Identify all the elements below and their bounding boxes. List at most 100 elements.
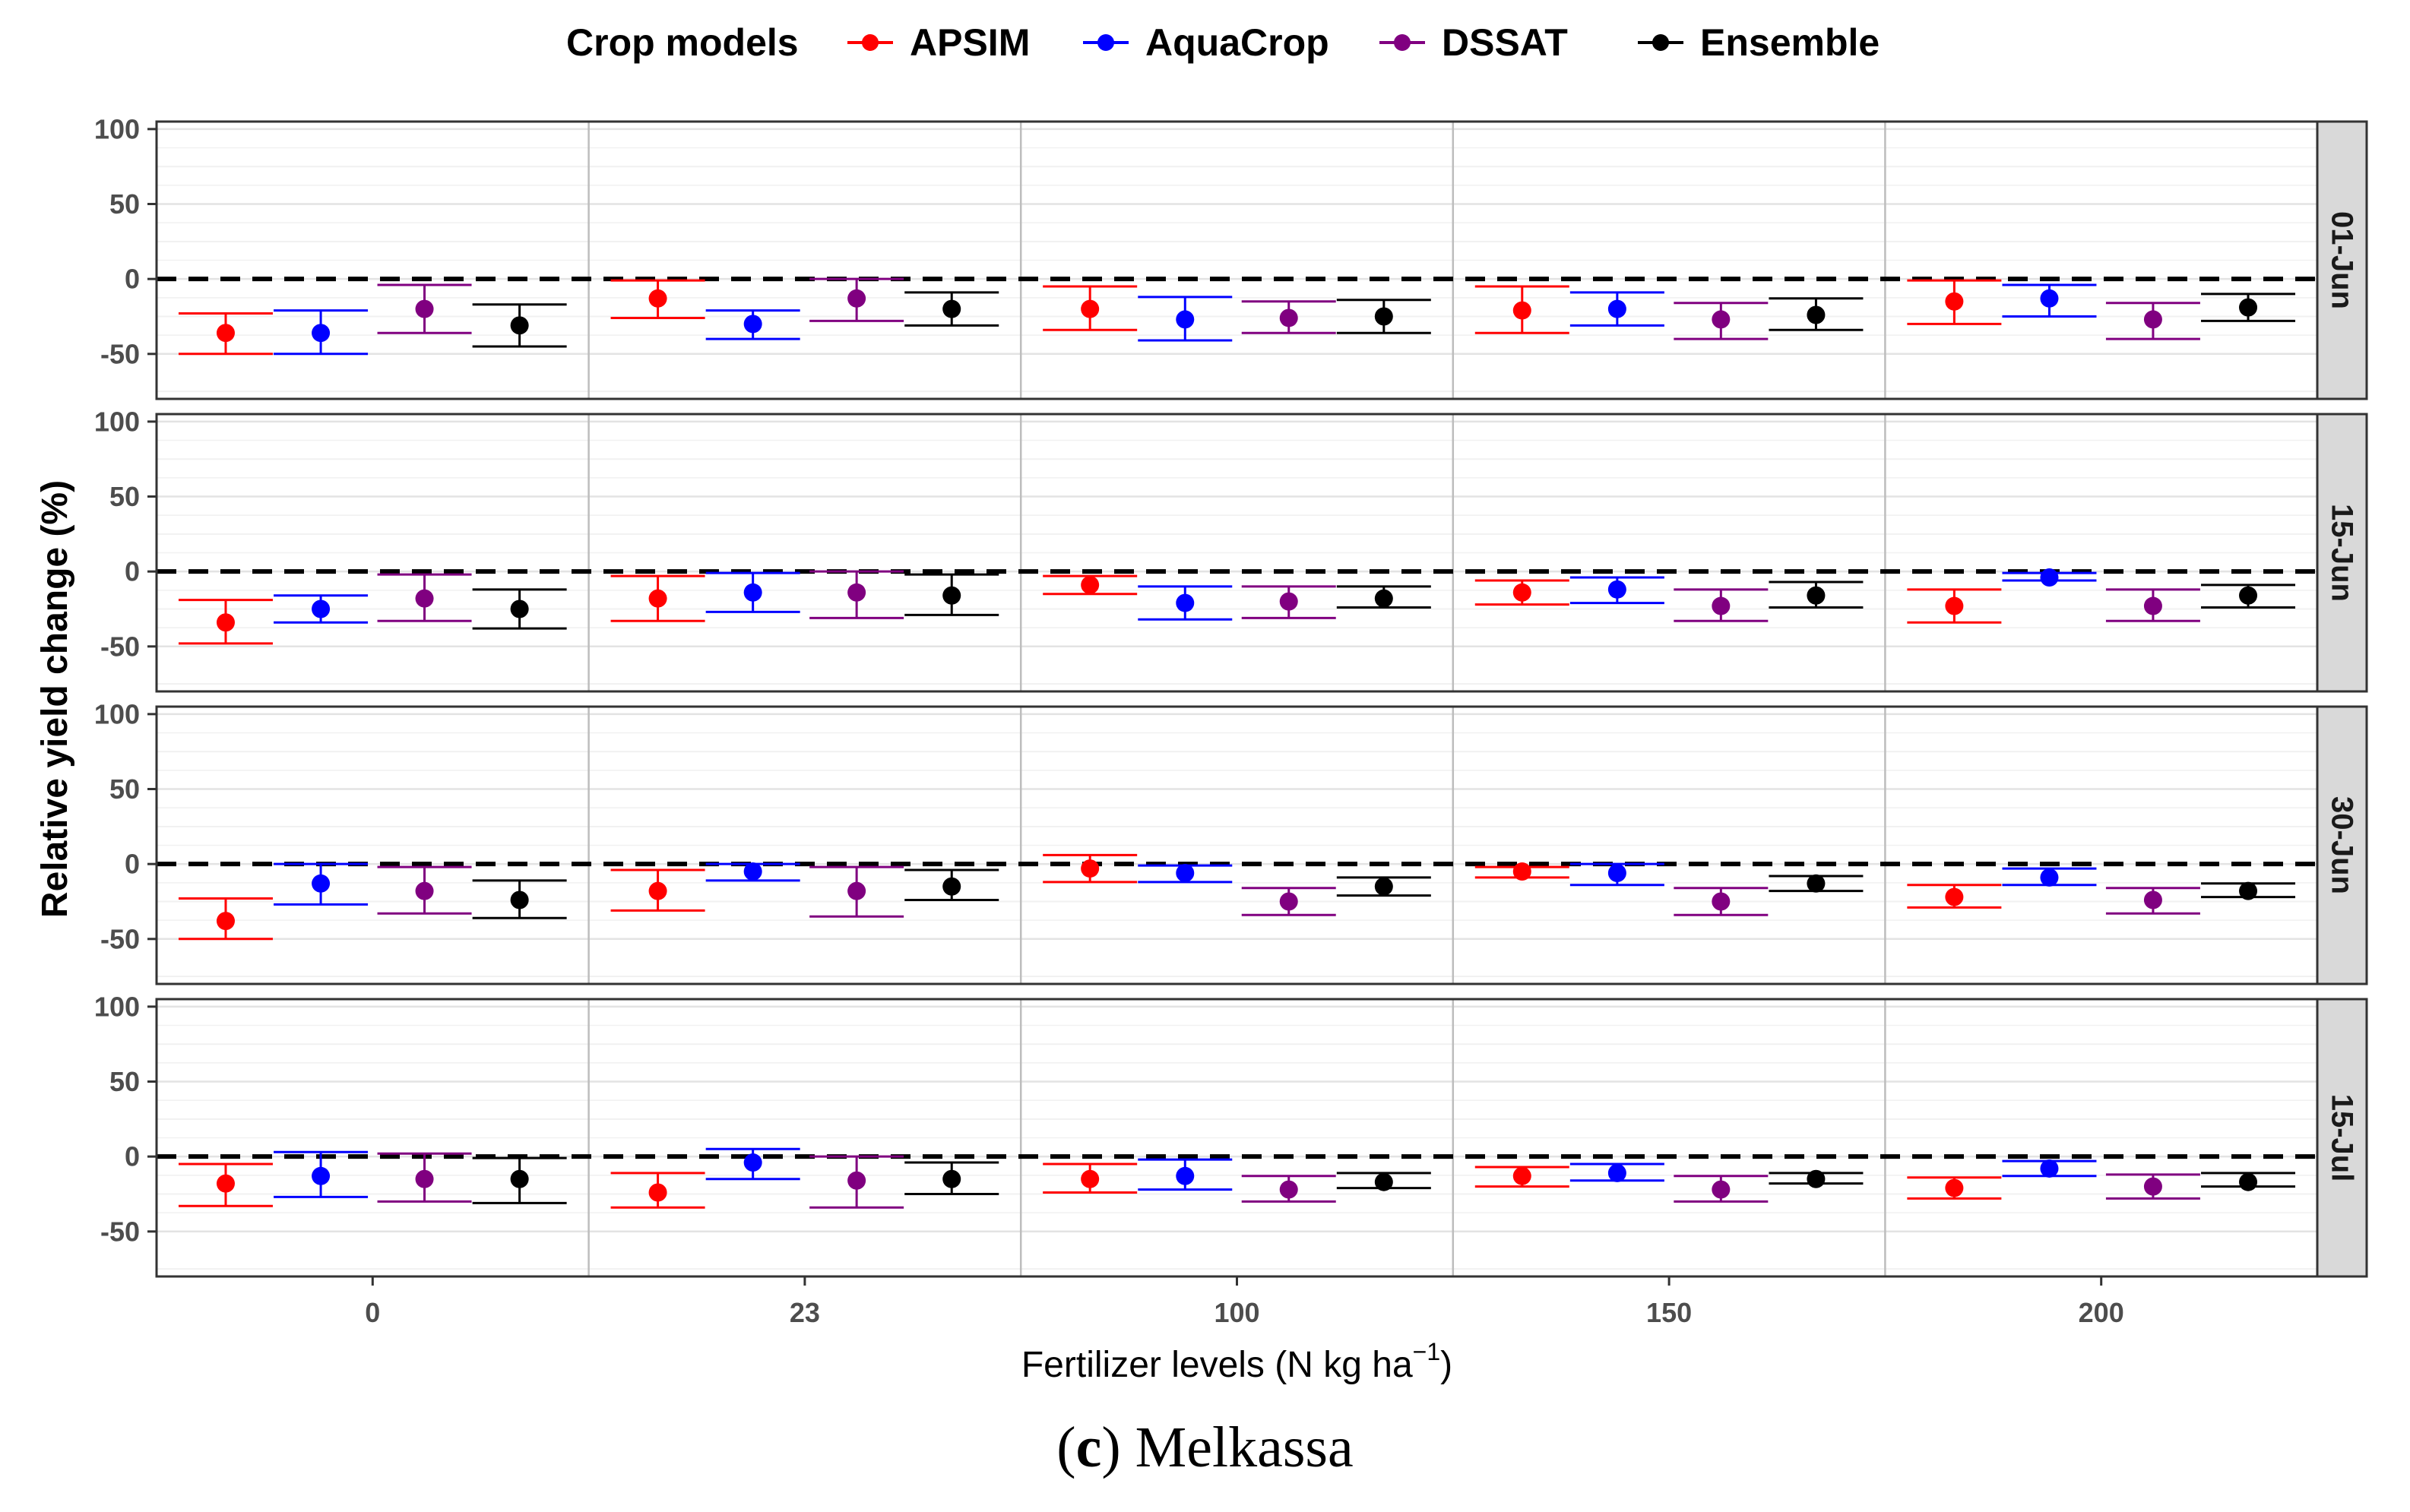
errorbar-ensemble-150 bbox=[1769, 874, 1864, 893]
data-point-ensemble-23 bbox=[942, 586, 961, 605]
data-point-apsim-200 bbox=[1945, 596, 1964, 615]
series-apsim bbox=[178, 279, 2002, 356]
errorbar-aquacrop-23 bbox=[705, 571, 800, 613]
y-tick-label: 100 bbox=[94, 698, 140, 729]
data-point-ensemble-200 bbox=[2239, 881, 2258, 900]
facet-label-15-jul: 15-Jul bbox=[2326, 1094, 2359, 1182]
data-point-ensemble-0 bbox=[510, 599, 529, 618]
data-point-dssat-100 bbox=[1279, 892, 1298, 911]
data-point-ensemble-150 bbox=[1807, 1169, 1826, 1188]
errorbar-ensemble-150 bbox=[1769, 580, 1864, 609]
data-point-dssat-23 bbox=[847, 289, 866, 308]
data-point-aquacrop-200 bbox=[2040, 868, 2059, 887]
legend: Crop models APSIM AquaCrop DSSAT Ensemble bbox=[566, 21, 1880, 64]
errorbar-aquacrop-200 bbox=[2002, 283, 2097, 318]
data-point-apsim-150 bbox=[1512, 1166, 1531, 1185]
errorbar-apsim-150 bbox=[1474, 1166, 1569, 1188]
data-point-apsim-23 bbox=[648, 1183, 667, 1202]
errorbar-aquacrop-0 bbox=[274, 862, 369, 906]
data-point-aquacrop-23 bbox=[743, 862, 762, 881]
legend-item-aquacrop: AquaCrop bbox=[1083, 21, 1329, 64]
series-ensemble bbox=[472, 573, 2296, 630]
errorbar-apsim-200 bbox=[1907, 884, 2002, 909]
data-point-aquacrop-23 bbox=[743, 315, 762, 334]
data-point-ensemble-200 bbox=[2239, 1172, 2258, 1191]
legend-key-point bbox=[1652, 34, 1669, 51]
legend-item-apsim: APSIM bbox=[847, 21, 1030, 64]
data-point-ensemble-23 bbox=[942, 877, 961, 896]
data-point-apsim-150 bbox=[1512, 862, 1531, 881]
series-aquacrop bbox=[274, 568, 2097, 624]
series-dssat bbox=[377, 277, 2200, 340]
data-point-apsim-200 bbox=[1945, 292, 1964, 311]
errorbar-dssat-200 bbox=[2105, 887, 2200, 915]
errorbar-apsim-100 bbox=[1043, 853, 1138, 884]
data-point-aquacrop-100 bbox=[1176, 1166, 1195, 1185]
series-aquacrop bbox=[274, 283, 2097, 356]
x-tick-label-100: 100 bbox=[1214, 1297, 1259, 1328]
series-aquacrop bbox=[274, 862, 2097, 906]
errorbar-dssat-0 bbox=[377, 573, 472, 622]
errorbar-dssat-200 bbox=[2105, 1173, 2200, 1200]
data-point-ensemble-200 bbox=[2239, 586, 2258, 605]
facet-panel-01-jun: 01-Jun 100 50 0 -50 bbox=[94, 113, 2368, 400]
data-point-aquacrop-200 bbox=[2040, 289, 2059, 308]
errorbar-aquacrop-150 bbox=[1569, 1162, 1664, 1182]
data-point-aquacrop-0 bbox=[312, 324, 331, 343]
facet-label-30-jun: 30-Jun bbox=[2326, 796, 2359, 894]
errorbar-apsim-23 bbox=[610, 574, 705, 622]
legend-label-aquacrop: AquaCrop bbox=[1145, 21, 1329, 64]
data-point-ensemble-100 bbox=[1374, 589, 1393, 608]
errorbar-apsim-150 bbox=[1474, 285, 1569, 334]
series-ensemble bbox=[472, 868, 2296, 919]
errorbar-dssat-150 bbox=[1674, 887, 1769, 916]
figure-caption: (c) Melkassa bbox=[0, 1415, 2410, 1481]
data-point-ensemble-150 bbox=[1807, 305, 1826, 324]
y-axis-title: Relative yield change (%) bbox=[35, 480, 75, 918]
errorbar-ensemble-23 bbox=[904, 573, 999, 616]
data-point-dssat-100 bbox=[1279, 1180, 1298, 1199]
legend-item-ensemble: Ensemble bbox=[1638, 21, 1880, 64]
series-dssat bbox=[377, 570, 2200, 622]
errorbar-ensemble-0 bbox=[472, 1156, 567, 1204]
errorbar-aquacrop-100 bbox=[1138, 296, 1233, 342]
facet-strip-bg bbox=[2316, 705, 2368, 985]
errorbar-apsim-0 bbox=[178, 312, 273, 356]
data-point-apsim-23 bbox=[648, 881, 667, 900]
y-tick-label: 50 bbox=[109, 773, 140, 805]
legend-item-dssat: DSSAT bbox=[1379, 21, 1568, 64]
errorbar-apsim-200 bbox=[1907, 279, 2002, 325]
facet-strip-15-jul: 15-Jul bbox=[2316, 998, 2368, 1278]
caption-close: ) bbox=[1101, 1416, 1121, 1479]
errorbar-apsim-100 bbox=[1043, 574, 1138, 596]
errorbar-ensemble-100 bbox=[1336, 1172, 1431, 1191]
y-tick-label: 100 bbox=[94, 406, 140, 437]
errorbar-aquacrop-200 bbox=[2002, 867, 2097, 887]
data-point-dssat-200 bbox=[2143, 1177, 2162, 1196]
series-ensemble bbox=[472, 291, 2296, 348]
errorbar-dssat-200 bbox=[2105, 588, 2200, 622]
errorbar-apsim-150 bbox=[1474, 579, 1569, 606]
errorbar-dssat-100 bbox=[1241, 887, 1336, 916]
y-tick-label: 0 bbox=[125, 1141, 140, 1172]
data-point-apsim-0 bbox=[216, 912, 235, 931]
series-apsim bbox=[178, 853, 2002, 941]
data-point-apsim-150 bbox=[1512, 583, 1531, 602]
facet-strip-bg bbox=[2316, 998, 2368, 1278]
series-aquacrop bbox=[274, 1147, 2097, 1198]
y-tick-label: 0 bbox=[125, 264, 140, 295]
errorbar-apsim-100 bbox=[1043, 1162, 1138, 1194]
legend-key-point bbox=[1097, 34, 1114, 51]
facet-strip-30-jun: 30-Jun bbox=[2316, 705, 2368, 985]
errorbar-ensemble-0 bbox=[472, 303, 567, 348]
series-dssat bbox=[377, 865, 2200, 918]
data-point-dssat-23 bbox=[847, 583, 866, 602]
errorbar-ensemble-23 bbox=[904, 1161, 999, 1195]
errorbar-dssat-23 bbox=[809, 865, 904, 918]
errorbar-aquacrop-100 bbox=[1138, 864, 1233, 884]
data-point-apsim-200 bbox=[1945, 887, 1964, 906]
data-point-apsim-100 bbox=[1081, 1169, 1100, 1188]
series-dssat bbox=[377, 1152, 2200, 1209]
data-point-ensemble-23 bbox=[942, 1169, 961, 1188]
